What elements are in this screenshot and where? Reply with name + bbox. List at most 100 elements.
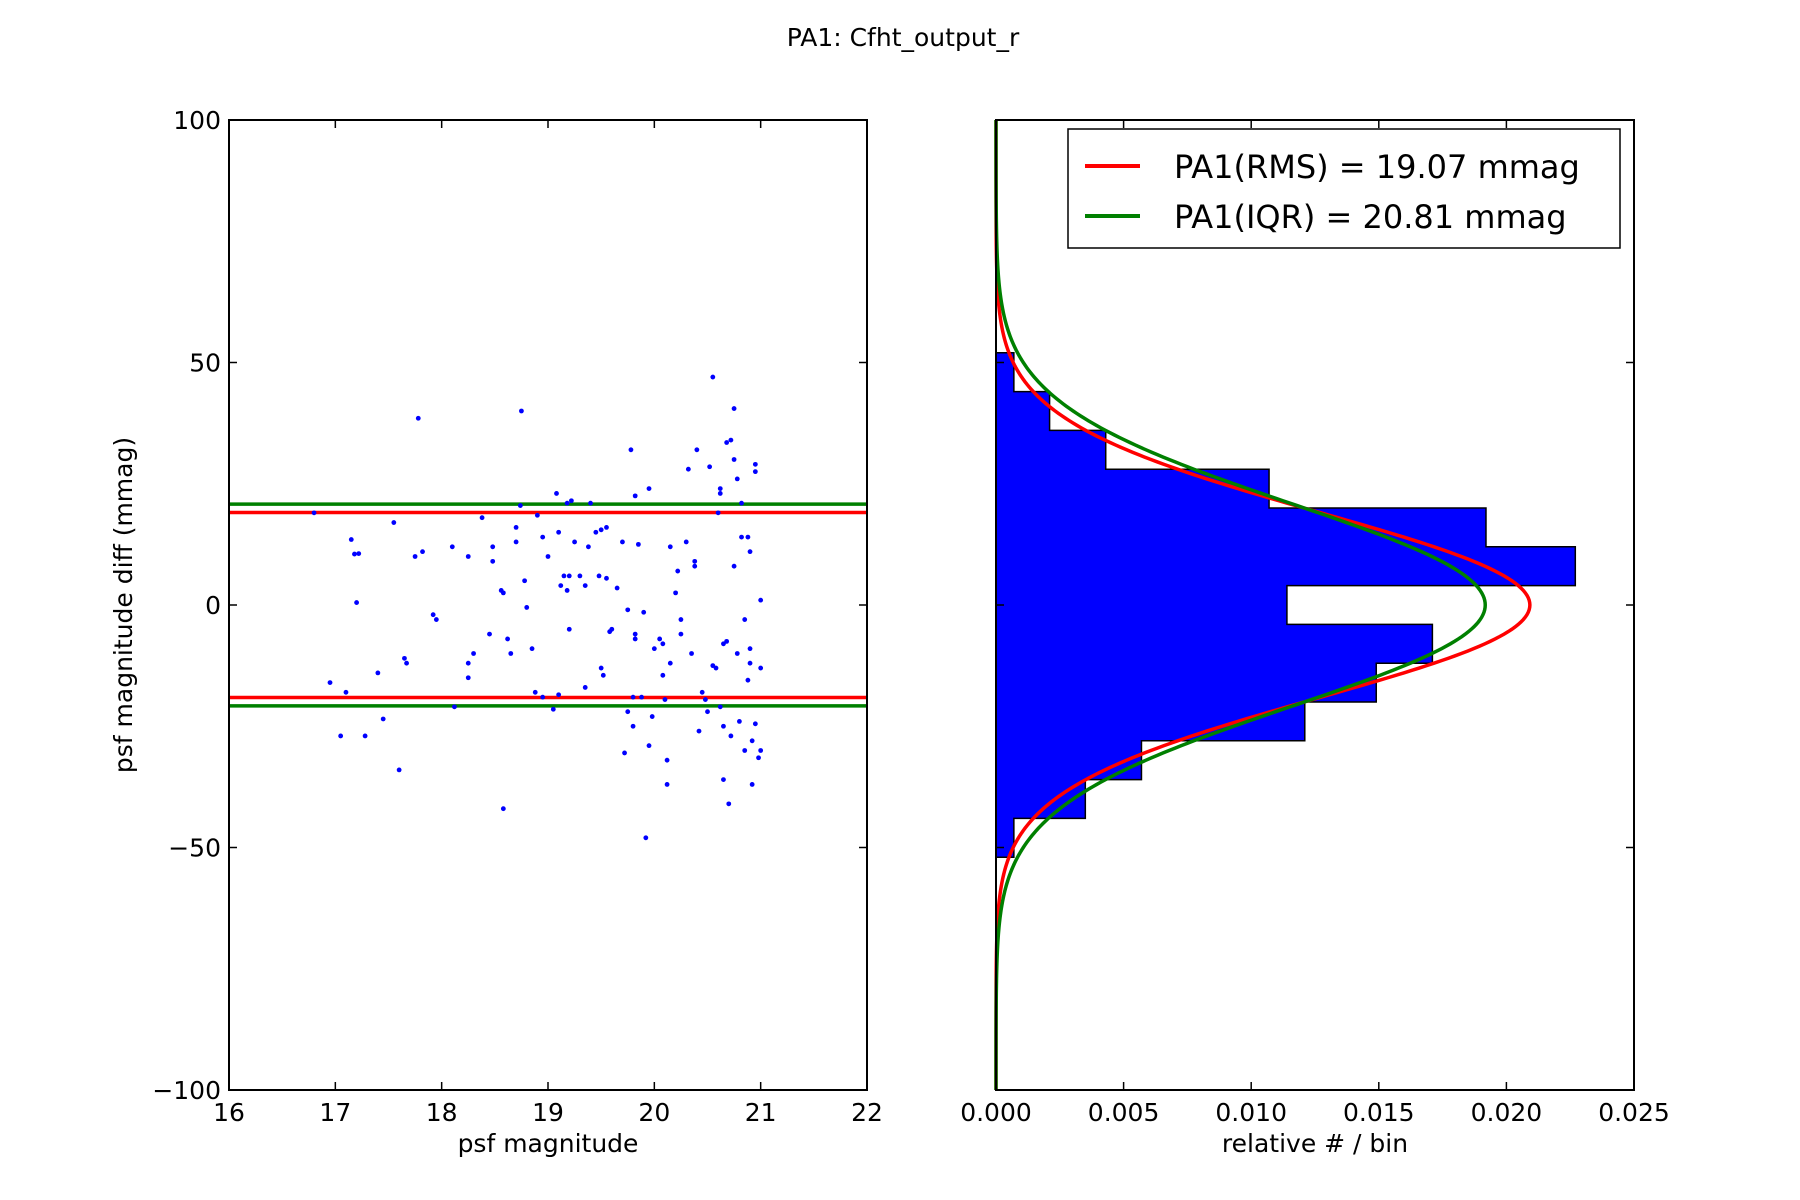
scatter-point	[685, 466, 691, 472]
scatter-point	[327, 680, 333, 685]
scatter-plot-frame	[228, 119, 868, 1091]
scatter-point	[758, 748, 764, 753]
scatter-point	[500, 806, 506, 812]
scatter-point	[660, 641, 666, 647]
scatter-point	[561, 573, 567, 579]
scatter-point	[673, 590, 678, 596]
scatter-point	[721, 723, 726, 729]
scatter-point	[362, 733, 368, 739]
scatter-point	[756, 755, 761, 761]
scatter-point	[632, 493, 638, 499]
scatter-point	[577, 573, 583, 579]
scatter-point	[635, 541, 641, 547]
scatter-point	[724, 440, 730, 445]
scatter-point	[566, 626, 572, 632]
histogram-x-axis-label: relative # / bin	[1222, 1129, 1408, 1158]
scatter-point	[734, 651, 740, 656]
scatter-point	[556, 529, 562, 535]
scatter-x-tick-label: 20	[638, 1098, 670, 1127]
scatter-point	[568, 498, 574, 504]
scatter-x-tick-label: 21	[745, 1098, 777, 1127]
scatter-point	[639, 694, 644, 700]
scatter-point	[678, 617, 684, 622]
scatter-point	[643, 835, 649, 841]
scatter-point	[717, 704, 723, 710]
scatter-point	[630, 694, 636, 700]
scatter-point	[742, 617, 748, 622]
scatter-point	[683, 539, 689, 545]
scatter-point	[692, 563, 698, 569]
scatter-point	[664, 757, 670, 763]
scatter-point	[726, 801, 732, 807]
histogram-x-tick-label: 0.010	[1215, 1098, 1287, 1127]
scatter-panel: 16 17 18 19 20 21 22 −100 −50 0 50 100 psf magnitu…	[109, 106, 883, 1158]
scatter-point	[628, 447, 634, 453]
scatter-point	[522, 578, 528, 584]
scatter-x-tick-label: 18	[426, 1098, 458, 1127]
scatter-point	[752, 469, 758, 475]
scatter-point	[420, 549, 425, 555]
scatter-point	[664, 782, 670, 787]
scatter-point	[540, 694, 546, 700]
scatter-point	[500, 590, 506, 596]
scatter-point	[564, 588, 570, 593]
scatter-point	[752, 461, 758, 467]
scatter-point	[490, 558, 496, 564]
figure-suptitle: PA1: Cfht_output_r	[787, 23, 1020, 52]
scatter-point	[745, 677, 751, 683]
scatter-point	[604, 575, 609, 581]
scatter-point	[739, 500, 744, 506]
scatter-point	[529, 646, 535, 652]
scatter-point	[614, 585, 620, 591]
scatter-point	[566, 573, 572, 579]
scatter-point	[338, 733, 344, 739]
scatter-point	[646, 743, 652, 749]
scatter-point	[742, 748, 748, 753]
scatter-point	[749, 738, 755, 744]
gaussian-curve-1	[994, 119, 1487, 1091]
legend-box	[1067, 128, 1621, 249]
scatter-x-tick-label: 16	[213, 1098, 245, 1127]
scatter-point	[721, 777, 726, 782]
scatter-point	[554, 491, 559, 496]
scatter-point	[696, 728, 702, 734]
scatter-point	[604, 525, 609, 530]
scatter-point	[622, 750, 627, 756]
scatter-point	[513, 539, 519, 545]
scatter-point	[747, 549, 753, 555]
scatter-point	[508, 651, 514, 656]
scatter-point	[662, 697, 668, 702]
scatter-point	[572, 539, 577, 545]
scatter-point	[667, 660, 673, 666]
scatter-point	[412, 554, 418, 559]
scatter-point	[713, 665, 719, 671]
scatter-point	[524, 605, 530, 610]
scatter-point	[465, 554, 471, 559]
scatter-point	[660, 672, 666, 678]
scatter-point	[632, 631, 638, 637]
scatter-point	[487, 631, 492, 637]
scatter-point	[646, 486, 652, 491]
scatter-point	[586, 544, 591, 550]
scatter-point	[513, 525, 519, 530]
scatter-point	[747, 646, 753, 652]
scatter-point	[391, 520, 397, 525]
scatter-point	[311, 510, 317, 516]
scatter-point	[651, 646, 657, 652]
scatter-point	[710, 374, 716, 380]
scatter-point	[705, 709, 710, 715]
scatter-point	[532, 689, 538, 695]
scatter-point	[582, 685, 588, 690]
scatter-y-axis-label: psf magnitude diff (mmag)	[109, 437, 138, 773]
scatter-point	[598, 665, 604, 671]
scatter-point	[354, 600, 359, 605]
scatter-point	[734, 476, 740, 482]
scatter-point	[479, 515, 485, 521]
scatter-point	[728, 733, 734, 739]
scatter-point	[540, 534, 546, 540]
histogram-bars	[995, 352, 1577, 858]
scatter-y-tick-label: −100	[152, 1076, 221, 1105]
scatter-x-tick-label: 19	[532, 1098, 564, 1127]
histogram-x-tick-label: 0.015	[1343, 1098, 1415, 1127]
scatter-point	[465, 660, 471, 666]
